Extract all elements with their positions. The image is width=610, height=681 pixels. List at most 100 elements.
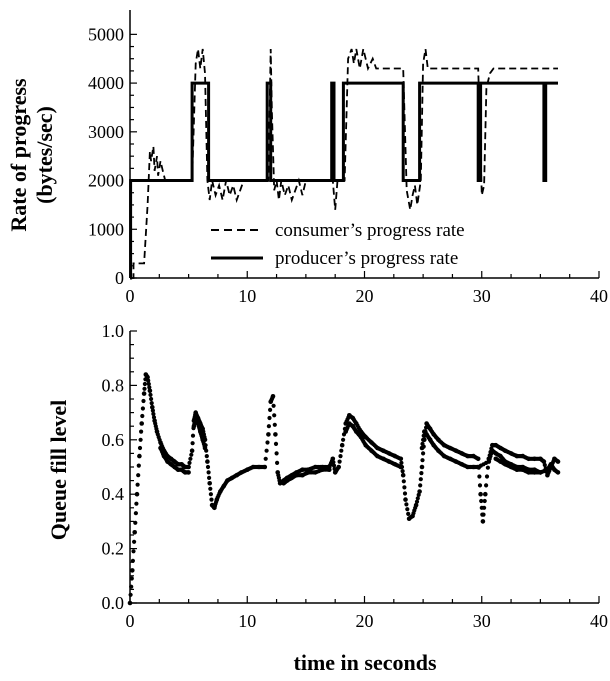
queue-fill-point-interp bbox=[331, 463, 337, 468]
queue-fill-point-interp bbox=[208, 492, 213, 497]
queue-fill-point-interp bbox=[477, 474, 482, 479]
y-tick-label: 0.8 bbox=[102, 375, 125, 395]
queue-fill-point-interp bbox=[207, 475, 212, 480]
queue-fill-point-interp bbox=[331, 460, 336, 465]
queue-fill-point-interp bbox=[485, 465, 490, 470]
queue-fill-point bbox=[150, 404, 155, 410]
queue-fill-point-interp bbox=[479, 498, 484, 504]
queue-fill-point-interp bbox=[418, 477, 423, 482]
queue-fill-point-interp bbox=[136, 463, 141, 468]
y-tick-label: 3000 bbox=[88, 122, 124, 142]
y-tick-label: 0 bbox=[115, 268, 124, 288]
queue-fill-point-interp bbox=[542, 462, 547, 468]
queue-fill-point-interp bbox=[266, 424, 271, 429]
queue-fill-point bbox=[419, 464, 425, 470]
queue-fill-point-interp bbox=[420, 441, 425, 446]
queue-fill-point bbox=[398, 464, 404, 470]
y-tick-label: 4000 bbox=[88, 73, 124, 93]
queue-fill-point-interp bbox=[484, 474, 490, 479]
queue-chart-xlabel: time in seconds bbox=[294, 650, 437, 675]
y-tick-label: 0.2 bbox=[102, 539, 125, 559]
queue-fill-point-interp bbox=[272, 422, 277, 427]
queue-fill-point-interp bbox=[482, 505, 487, 510]
queue-fill-point-interp bbox=[146, 378, 151, 383]
rate-chart-ylabel: Rate of progress bbox=[6, 78, 31, 232]
y-tick-label: 5000 bbox=[88, 24, 124, 44]
queue-fill-point-interp bbox=[140, 406, 145, 411]
y-tick-label: 1000 bbox=[88, 219, 124, 239]
queue-fill-point-interp bbox=[190, 441, 195, 446]
queue-fill-point-interp bbox=[484, 483, 489, 488]
queue-fill-point-interp bbox=[481, 512, 486, 517]
queue-fill-point-interp bbox=[188, 456, 193, 461]
rate-chart-axes bbox=[129, 10, 599, 279]
queue-fill-point-interp bbox=[147, 385, 152, 390]
queue-fill-point-interp bbox=[190, 433, 196, 438]
queue-fill-point-interp bbox=[275, 460, 280, 465]
queue-fill-point bbox=[417, 489, 422, 494]
queue-fill-point-interp bbox=[134, 501, 139, 506]
queue-fill-point-interp bbox=[421, 451, 426, 456]
queue-fill-point-interp bbox=[205, 464, 211, 470]
queue-fill-point bbox=[400, 472, 406, 478]
x-tick-label: 40 bbox=[590, 611, 608, 631]
queue-fill-point-interp bbox=[139, 429, 144, 434]
queue-fill-point-interp bbox=[268, 407, 273, 412]
queue-fill-point-interp bbox=[150, 408, 155, 413]
queue-fill-point bbox=[186, 464, 191, 470]
queue-fill-point bbox=[339, 442, 345, 448]
rate-chart: 0 10 20 30 40 0 1000 2000 3000 4000 5000 Rate of p… bbox=[6, 10, 608, 306]
queue-fill-point bbox=[273, 432, 278, 437]
queue-fill-point bbox=[205, 459, 210, 464]
rate-chart-ylabel-units: (bytes/sec) bbox=[32, 106, 57, 204]
queue-fill-point bbox=[141, 391, 147, 396]
queue-fill-point-interp bbox=[130, 558, 135, 563]
queue-fill-point bbox=[413, 502, 419, 508]
queue-fill-point bbox=[555, 459, 561, 464]
queue-fill-point-interp bbox=[141, 398, 146, 404]
queue-fill-point-interp bbox=[401, 479, 406, 484]
queue-fill-point-interp bbox=[400, 469, 405, 474]
queue-fill-point-interp bbox=[206, 470, 211, 475]
x-tick-label: 30 bbox=[473, 286, 491, 306]
queue-fill-point-interp bbox=[133, 520, 138, 525]
queue-chart-ylabel: Queue fill level bbox=[46, 400, 71, 541]
queue-fill-point-interp bbox=[482, 498, 487, 504]
x-tick-label: 0 bbox=[126, 286, 135, 306]
queue-fill-point-interp bbox=[337, 459, 342, 464]
queue-fill-point-interp bbox=[402, 485, 407, 490]
queue-fill-point-interp bbox=[416, 492, 421, 497]
queue-fill-point-interp bbox=[414, 499, 420, 504]
queue-fill-point-interp bbox=[265, 440, 270, 445]
queue-fill-point bbox=[403, 497, 408, 502]
queue-fill-point-interp bbox=[204, 454, 209, 459]
queue-fill-point bbox=[266, 432, 271, 437]
x-tick-label: 10 bbox=[238, 286, 256, 306]
queue-chart-axes bbox=[129, 331, 599, 604]
queue-chart-series bbox=[127, 372, 561, 606]
queue-fill-point-interp bbox=[135, 482, 140, 487]
queue-fill-point-interp bbox=[338, 454, 343, 459]
queue-fill-point-interp bbox=[415, 496, 420, 501]
y-tick-label: 0.6 bbox=[102, 430, 125, 450]
y-tick-label: 2000 bbox=[88, 171, 124, 191]
rate-chart-ticks: 0 10 20 30 40 0 1000 2000 3000 4000 5000 bbox=[88, 24, 608, 306]
queue-fill-point bbox=[186, 470, 191, 475]
queue-fill-point bbox=[480, 519, 486, 524]
queue-fill-point bbox=[555, 470, 561, 475]
rate-chart-legend: consumer’s progress rate producer’s prog… bbox=[211, 220, 465, 269]
queue-fill-point-interp bbox=[402, 491, 408, 496]
legend-label-consumer: consumer’s progress rate bbox=[275, 220, 465, 241]
queue-fill-series-0 bbox=[127, 372, 561, 606]
queue-fill-point-interp bbox=[274, 451, 279, 456]
queue-fill-point-interp bbox=[208, 486, 213, 491]
rate-chart-series bbox=[129, 48, 558, 280]
x-tick-label: 30 bbox=[473, 611, 491, 631]
queue-fill-point-interp bbox=[146, 381, 151, 387]
x-tick-label: 10 bbox=[238, 611, 256, 631]
queue-fill-point-interp bbox=[339, 448, 344, 453]
queue-chart: 0 10 20 30 40 0.0 0.2 0.4 0.6 0.8 1.0 Queue fill l… bbox=[46, 321, 608, 675]
queue-chart-ticks: 0 10 20 30 40 0.0 0.2 0.4 0.6 0.8 1.0 bbox=[102, 321, 609, 631]
queue-fill-point-interp bbox=[138, 437, 143, 442]
